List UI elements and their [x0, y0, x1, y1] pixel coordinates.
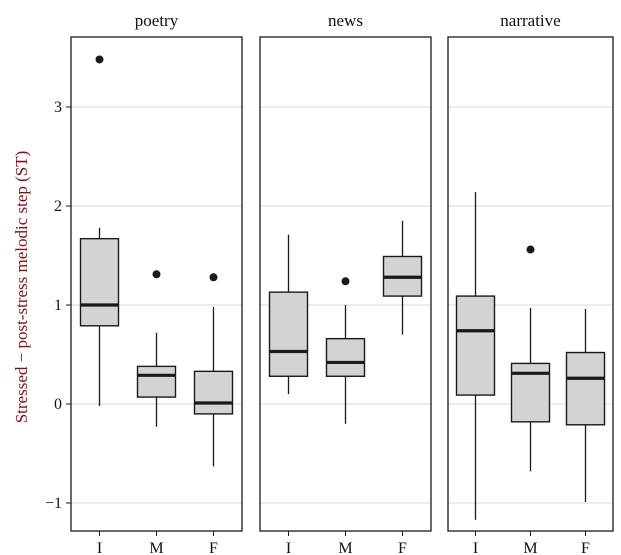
facet-poetry: poetry I M F [70, 11, 243, 555]
box-iqr [79, 237, 120, 327]
panel-border [259, 36, 432, 532]
x-tick-label: I [473, 540, 478, 555]
box-iqr [565, 351, 606, 426]
outlier-point [341, 277, 350, 286]
outlier-point [95, 55, 104, 64]
x-tick-label: I [286, 540, 291, 555]
x-tick-label: F [398, 540, 407, 555]
box-poetry-F [193, 273, 234, 467]
facet-narrative: narrative I M F [447, 11, 614, 555]
facet-title: poetry [135, 11, 179, 30]
outlier-point [209, 273, 218, 282]
box-news-M [325, 277, 366, 424]
x-tick-label: I [97, 540, 102, 555]
box-poetry-M [136, 270, 177, 427]
y-tick-label: −1 [45, 495, 62, 512]
facet-title: narrative [500, 11, 560, 30]
panel-border [447, 36, 614, 532]
outlier-point [526, 245, 535, 254]
panel-border [70, 36, 243, 532]
outlier-point [152, 270, 161, 279]
box-iqr [193, 370, 234, 415]
facet-title: news [328, 11, 363, 30]
x-tick-label: M [523, 540, 537, 555]
box-narrative-M [510, 245, 551, 472]
box-narrative-I [455, 192, 496, 520]
x-tick-label: F [209, 540, 218, 555]
box-iqr [455, 295, 496, 396]
box-news-F [382, 220, 423, 335]
box-news-I [268, 234, 309, 395]
y-axis: −1 0 1 2 3 [45, 99, 71, 512]
y-tick-label: 1 [54, 297, 62, 314]
box-iqr [136, 365, 177, 398]
box-poetry-I [79, 55, 120, 406]
box-iqr [268, 291, 309, 377]
facet-news: news I M F [259, 11, 432, 555]
y-tick-label: 2 [54, 198, 62, 215]
y-tick-label: 0 [54, 396, 62, 413]
x-tick-label: M [338, 540, 352, 555]
box-narrative-F [565, 308, 606, 503]
y-axis-label: Stressed − post-stress melodic step (ST) [12, 151, 31, 424]
box-iqr [325, 337, 366, 377]
x-tick-label: M [149, 540, 163, 555]
x-tick-label: F [581, 540, 590, 555]
y-tick-label: 3 [54, 99, 62, 116]
